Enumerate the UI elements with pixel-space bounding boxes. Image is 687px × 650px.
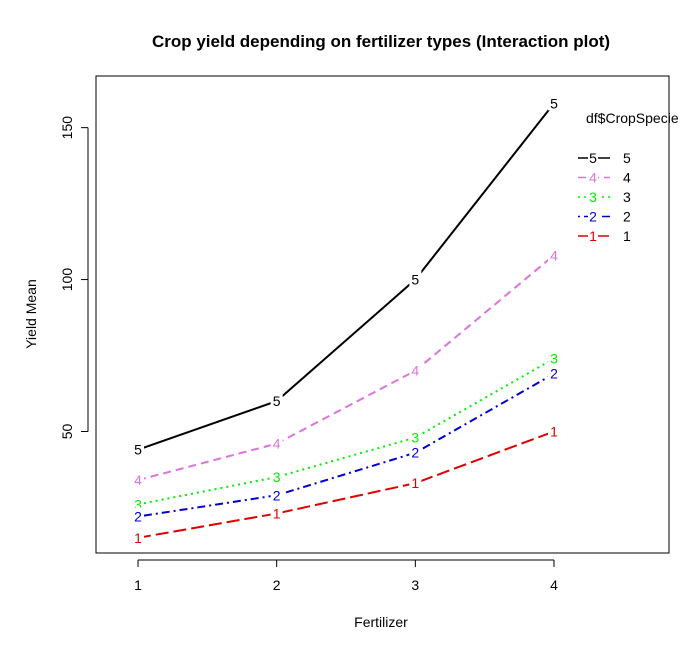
point-label-series-5: 5 <box>550 95 558 111</box>
point-label-bg <box>409 361 422 378</box>
series-line-5 <box>137 102 555 451</box>
legend-marker-4: 4 <box>589 170 597 186</box>
legend-marker-5: 5 <box>589 150 597 166</box>
point-label-series-4: 4 <box>134 472 142 488</box>
point-label-bg <box>132 471 144 488</box>
legend-label-4: 4 <box>623 170 631 186</box>
series-line-1 <box>137 430 555 539</box>
point-label-series-2: 2 <box>550 366 558 382</box>
point-label-bg <box>548 246 560 263</box>
legend-marker-3: 3 <box>589 189 597 205</box>
x-tick-label: 1 <box>134 577 142 593</box>
point-label-bg <box>548 349 560 366</box>
y-tick-label: 100 <box>59 268 75 292</box>
point-label-bg <box>132 495 144 512</box>
legend-title: df$CropSpecie <box>586 110 679 126</box>
plot-frame <box>95 75 670 554</box>
legend-marker-2: 2 <box>589 209 597 225</box>
point-label-series-3: 3 <box>134 496 142 512</box>
y-tick-label: 150 <box>59 116 75 140</box>
legend-marker-bg <box>588 190 598 204</box>
legend-marker-1: 1 <box>589 228 597 244</box>
point-label-series-1: 1 <box>411 475 419 491</box>
point-label-bg <box>270 392 283 409</box>
legend-label-2: 2 <box>623 209 631 225</box>
point-label-series-3: 3 <box>550 351 558 367</box>
point-label-bg <box>409 428 422 445</box>
point-label-bg <box>132 528 144 545</box>
point-label-series-4: 4 <box>273 436 281 452</box>
point-label-series-3: 3 <box>411 430 419 446</box>
point-label-bg <box>132 440 144 457</box>
point-label-bg <box>270 468 283 485</box>
x-tick-label: 3 <box>411 577 419 593</box>
point-label-bg <box>132 507 144 524</box>
point-label-series-1: 1 <box>550 423 558 439</box>
point-label-series-4: 4 <box>550 247 558 263</box>
point-label-series-5: 5 <box>273 393 281 409</box>
legend-label-3: 3 <box>623 189 631 205</box>
point-label-bg <box>409 443 422 460</box>
point-label-series-4: 4 <box>411 363 419 379</box>
x-tick-label: 2 <box>273 577 281 593</box>
y-tick-label: 50 <box>59 423 75 439</box>
series-lines <box>137 102 555 539</box>
legend-marker-bg <box>588 170 598 185</box>
point-label-series-1: 1 <box>273 506 281 522</box>
y-axis-label: Yield Mean <box>23 279 39 349</box>
legend-label-5: 5 <box>623 150 631 166</box>
point-label-series-2: 2 <box>273 487 281 503</box>
point-label-bg <box>270 504 283 521</box>
legend-marker-bg <box>588 209 598 224</box>
chart-title: Crop yield depending on fertilizer types… <box>152 32 610 51</box>
x-axis-label: Fertilizer <box>354 614 408 630</box>
series-line-3 <box>137 357 555 506</box>
point-label-bg <box>270 486 283 503</box>
point-label-bg <box>409 270 422 287</box>
y-axis: 50 100 150 <box>59 116 89 439</box>
point-label-bg <box>548 422 560 439</box>
point-label-bg <box>548 94 560 111</box>
point-label-series-5: 5 <box>411 272 419 288</box>
point-label-series-5: 5 <box>134 442 142 458</box>
point-label-bg <box>270 434 283 451</box>
x-axis: 1 2 3 4 <box>134 559 558 593</box>
series-line-4 <box>137 254 555 482</box>
point-label-series-2: 2 <box>411 445 419 461</box>
legend-marker-bg <box>588 229 598 243</box>
point-label-bg <box>548 364 560 381</box>
legend-label-1: 1 <box>623 228 631 244</box>
point-label-series-1: 1 <box>134 530 142 546</box>
x-tick-label: 4 <box>550 577 558 593</box>
point-label-series-3: 3 <box>273 469 281 485</box>
legend-marker-bg <box>588 151 598 165</box>
point-label-series-2: 2 <box>134 509 142 525</box>
point-label-bg <box>409 474 422 491</box>
legend: df$CropSpecie 5 5 4 4 3 3 2 2 1 1 <box>578 110 679 244</box>
